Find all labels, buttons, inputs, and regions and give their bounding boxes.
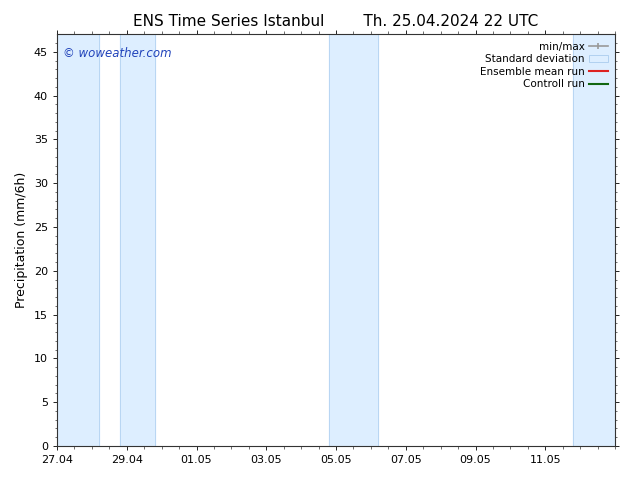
Bar bbox=[573, 34, 622, 446]
Legend: min/max, Standard deviation, Ensemble mean run, Controll run: min/max, Standard deviation, Ensemble me… bbox=[478, 40, 610, 92]
Y-axis label: Precipitation (mm/6h): Precipitation (mm/6h) bbox=[15, 172, 29, 308]
Text: © woweather.com: © woweather.com bbox=[63, 47, 171, 60]
Title: ENS Time Series Istanbul        Th. 25.04.2024 22 UTC: ENS Time Series Istanbul Th. 25.04.2024 … bbox=[133, 14, 539, 29]
Bar bbox=[50, 34, 99, 446]
Bar bbox=[329, 34, 378, 446]
Bar bbox=[120, 34, 155, 446]
